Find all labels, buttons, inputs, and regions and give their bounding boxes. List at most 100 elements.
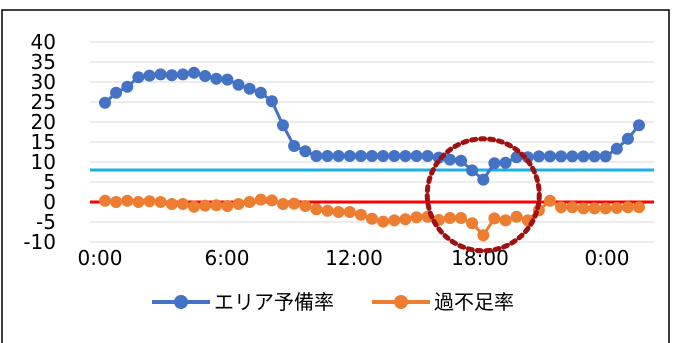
data-point	[132, 71, 145, 84]
legend-marker	[174, 295, 188, 309]
data-point	[443, 153, 456, 166]
data-point	[321, 150, 334, 162]
data-point	[443, 212, 456, 224]
data-point	[577, 150, 590, 163]
data-point	[232, 78, 245, 91]
data-point	[621, 132, 634, 145]
data-point	[577, 202, 590, 215]
data-point	[588, 150, 601, 163]
data-point	[466, 217, 479, 230]
data-point	[466, 164, 479, 177]
data-point	[477, 229, 490, 242]
data-point	[399, 150, 412, 162]
data-point	[366, 212, 378, 225]
y-tick-label: 10	[31, 150, 56, 174]
y-tick-label: 35	[31, 50, 56, 74]
legend-label: 過不足率	[434, 290, 514, 314]
y-tick-label: 20	[31, 110, 56, 134]
data-point	[455, 212, 467, 224]
data-point	[265, 95, 278, 108]
data-point	[555, 201, 568, 214]
x-tick-label: 6:00	[205, 246, 250, 270]
data-point	[99, 96, 111, 109]
data-point	[599, 202, 612, 215]
data-point	[633, 201, 645, 214]
data-point	[243, 82, 256, 95]
x-axis-ticks: 0:00 6:00 12:00 18:00 0:00	[78, 246, 630, 270]
data-point	[110, 86, 123, 99]
data-point	[588, 202, 601, 215]
data-point	[221, 73, 234, 86]
data-point	[499, 156, 512, 169]
data-point	[343, 150, 356, 162]
x-tick-label: 0:00	[78, 246, 123, 270]
data-point	[354, 150, 367, 162]
data-point	[532, 150, 545, 163]
data-point	[121, 80, 134, 93]
data-point	[321, 204, 334, 217]
data-point	[388, 150, 401, 162]
data-point	[265, 194, 278, 207]
data-point	[366, 150, 378, 162]
data-point	[310, 150, 323, 162]
y-tick-label: 15	[31, 130, 56, 154]
data-point	[277, 119, 289, 132]
data-point	[599, 150, 612, 163]
data-point	[510, 210, 523, 223]
data-point	[633, 119, 645, 132]
data-point	[310, 203, 323, 216]
data-point	[143, 195, 156, 208]
data-point	[277, 198, 289, 210]
data-point	[477, 173, 490, 186]
data-point	[110, 196, 123, 208]
series-group	[99, 66, 645, 242]
y-tick-label: 25	[31, 90, 56, 114]
data-point	[165, 69, 178, 82]
x-tick-label: 12:00	[325, 246, 383, 270]
data-point	[232, 198, 245, 210]
data-point	[299, 200, 312, 212]
data-point	[544, 150, 556, 163]
data-point	[566, 201, 579, 214]
data-point	[488, 212, 501, 225]
chart-border	[1, 9, 670, 343]
data-point	[121, 194, 134, 207]
y-tick-label: -10	[23, 230, 56, 254]
data-point	[99, 194, 111, 207]
data-point	[499, 214, 512, 227]
data-point	[377, 215, 390, 228]
data-point	[154, 196, 167, 208]
data-point	[610, 142, 623, 155]
data-point	[610, 202, 623, 214]
data-point	[254, 86, 267, 99]
data-point	[410, 211, 423, 224]
data-point	[566, 150, 579, 163]
data-point	[421, 150, 434, 162]
y-tick-label: 0	[43, 190, 56, 214]
legend-label: エリア予備率	[214, 290, 334, 314]
data-point	[199, 70, 212, 82]
data-point	[154, 68, 167, 81]
legend-marker	[394, 295, 408, 309]
data-point	[143, 69, 156, 82]
data-point	[210, 72, 223, 85]
y-tick-label: 40	[31, 30, 56, 54]
data-point	[621, 201, 634, 214]
annotation-circle	[424, 136, 542, 254]
y-tick-label: -5	[36, 210, 56, 234]
x-tick-label: 0:00	[585, 246, 630, 270]
data-point	[254, 193, 267, 206]
data-point	[165, 198, 178, 210]
data-point	[188, 200, 200, 213]
data-point	[132, 196, 145, 208]
data-point	[399, 213, 412, 226]
data-point	[354, 208, 367, 221]
data-point	[455, 154, 467, 167]
y-tick-label: 5	[43, 170, 56, 194]
data-point	[176, 198, 189, 210]
annotation-group	[424, 136, 542, 254]
data-point	[410, 150, 423, 162]
data-point	[555, 150, 568, 163]
legend: エリア予備率 過不足率	[152, 290, 514, 314]
